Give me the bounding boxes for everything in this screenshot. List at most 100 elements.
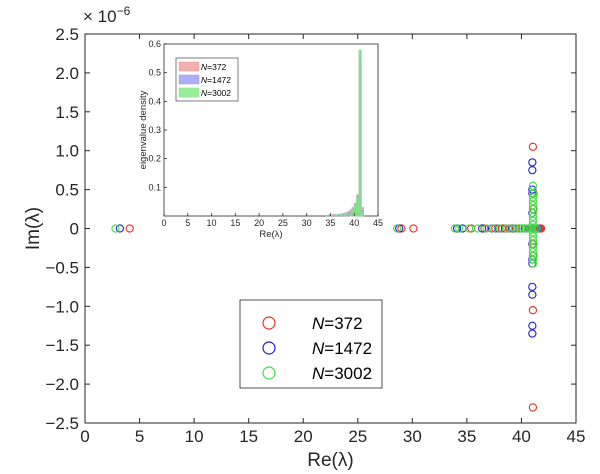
scatter-point — [528, 239, 538, 249]
x-tick-label: 20 — [294, 427, 313, 446]
legend-label: N=1472 — [312, 339, 372, 358]
scatter-point — [491, 224, 500, 233]
scatter-point — [528, 185, 537, 194]
histogram-bar — [334, 214, 338, 217]
scatter-point — [495, 224, 504, 233]
scatter-point — [467, 224, 476, 233]
inset-legend-label: N=3002 — [201, 88, 231, 98]
scatter-point — [528, 220, 538, 229]
scatter-point — [515, 224, 524, 233]
legend-label: N=3002 — [312, 364, 372, 383]
x-tick-label: 25 — [348, 427, 367, 446]
y-tick-label: −2.5 — [45, 414, 79, 433]
x-tick-label: 5 — [135, 427, 144, 446]
scatter-point — [452, 224, 462, 233]
scatter-point — [488, 224, 498, 233]
y-tick-label: −0.5 — [45, 258, 79, 277]
scatter-point — [528, 216, 538, 225]
histogram-bar — [358, 49, 362, 217]
scatter-point — [528, 165, 537, 175]
scatter-point — [506, 224, 515, 233]
inset-x-tick-label: 0 — [161, 218, 166, 228]
inset-y-tick-label: 0.5 — [148, 68, 161, 78]
main-axis-ticks: 0 5 10 15 20 25 30 35 40 45−2.5−2.0−1.5−1.0−0.500… — [45, 25, 585, 446]
scatter-point — [528, 228, 538, 237]
scatter-point — [528, 251, 538, 260]
x-tick-label: 30 — [403, 427, 422, 446]
inset-x-tick-label: 30 — [302, 218, 312, 228]
histogram-bar — [332, 214, 336, 217]
scatter-point — [536, 224, 546, 233]
y-tick-label: 2.0 — [55, 64, 79, 83]
histogram-bar — [344, 212, 348, 217]
inset-y-tick-label: 0.6 — [148, 39, 161, 49]
x-tick-label: 45 — [567, 427, 586, 446]
scatter-point — [528, 306, 538, 315]
scatter-point — [528, 181, 538, 190]
y-tick-label: 0 — [70, 220, 79, 239]
scatter-point — [528, 290, 537, 299]
x-tick-label: 40 — [512, 427, 531, 446]
histogram-bar — [346, 212, 350, 217]
scatter-point — [508, 224, 517, 233]
scatter-point — [528, 282, 537, 291]
inset-axis-ticks: 0 5 10 15 20 25 30 35 40 45 0.1 0.2 0.3 0.4 0.5 0.6 — [148, 39, 383, 228]
inset-legend-swatch — [178, 87, 200, 98]
scatter-point — [473, 224, 482, 233]
scatter-point — [528, 243, 538, 253]
x-tick-label: 0 — [80, 427, 89, 446]
inset-x-tick-label: 35 — [325, 218, 335, 228]
legend-box — [239, 299, 383, 389]
inset-y-tick-label: 0.4 — [148, 96, 161, 106]
inset-y-tick-label: 0.3 — [148, 125, 161, 135]
scatter-point — [528, 329, 537, 338]
y-tick-label: 1.0 — [55, 142, 79, 161]
histogram-bar — [349, 211, 353, 217]
scatter-point — [395, 224, 404, 233]
legend-marker — [262, 341, 276, 355]
main-legend: N=372 N=1472 N=3002 — [239, 299, 383, 389]
scatter-point — [482, 224, 491, 233]
scatter-point — [528, 247, 538, 256]
y-tick-label: 0.5 — [55, 181, 79, 200]
scatter-point — [528, 232, 538, 241]
main-scatter-points — [111, 142, 546, 412]
x-axis-title: Re(λ) — [307, 450, 353, 471]
inset-x-tick-label: 10 — [207, 218, 217, 228]
histogram-bar — [342, 213, 345, 217]
inset-legend-label: N=1472 — [201, 75, 231, 85]
scatter-point — [478, 224, 487, 233]
scatter-point — [528, 403, 538, 412]
inset-y-tick-label: 0.1 — [148, 182, 161, 192]
scatter-point — [455, 224, 464, 233]
histogram-bar — [361, 211, 364, 217]
inset-legend-label: N=372 — [201, 62, 227, 72]
histogram-bar — [337, 214, 341, 217]
scatter-point — [528, 201, 538, 210]
scatter-point — [528, 142, 538, 151]
y-exponent-label: × 10−6 — [83, 4, 131, 26]
scatter-point — [528, 212, 538, 221]
inset-legend-swatch — [178, 74, 200, 85]
y-tick-label: −1.0 — [45, 297, 79, 316]
inset-x-tick-label: 15 — [230, 218, 240, 228]
scatter-point — [521, 224, 530, 233]
inset-x-axis-title: Re(λ) — [259, 229, 282, 240]
scatter-point — [528, 321, 537, 330]
scatter-point — [115, 224, 125, 233]
scatter-point — [111, 224, 120, 233]
legend-marker — [262, 316, 276, 330]
inset-histogram: 0 5 10 15 20 25 30 35 40 45 0.1 0.2 0.3 0.4 0.5 0.6 N=3… — [138, 39, 383, 240]
x-tick-label: 15 — [239, 427, 258, 446]
y-axis-title: Im(λ) — [23, 207, 44, 250]
histogram-bar — [356, 197, 360, 217]
x-tick-label: 10 — [185, 427, 204, 446]
histogram-bar — [339, 213, 343, 217]
inset-x-tick-label: 40 — [349, 218, 359, 228]
scatter-point — [530, 224, 539, 233]
inset-x-tick-label: 20 — [254, 218, 264, 228]
inset-legend-swatch — [178, 61, 200, 72]
inset-x-tick-label: 25 — [278, 218, 288, 228]
y-tick-label: −1.5 — [45, 336, 79, 355]
